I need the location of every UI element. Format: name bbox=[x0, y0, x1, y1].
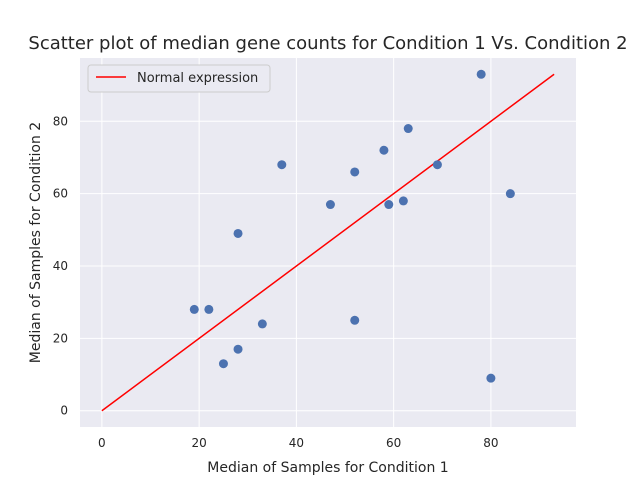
data-point bbox=[350, 315, 360, 325]
data-point bbox=[384, 200, 394, 210]
normal-expression-line bbox=[101, 73, 555, 412]
y-tick-label: 0 bbox=[60, 404, 68, 418]
legend-label-normal-expression: Normal expression bbox=[137, 71, 258, 86]
normal-expression-line-group bbox=[101, 73, 555, 412]
y-tick-label: 20 bbox=[53, 331, 68, 345]
tick-labels: 0 20 40 60 80 0 20 40 60 80 bbox=[53, 114, 499, 450]
legend-box bbox=[87, 64, 271, 93]
y-tick-label: 60 bbox=[53, 187, 68, 201]
data-point bbox=[379, 145, 389, 155]
data-points bbox=[189, 69, 515, 383]
chart-title: Scatter plot of median gene counts for C… bbox=[28, 33, 627, 54]
data-point bbox=[277, 160, 287, 170]
data-point bbox=[189, 304, 199, 314]
data-point bbox=[233, 344, 243, 354]
y-tick-label: 80 bbox=[53, 114, 68, 128]
data-point bbox=[233, 228, 243, 238]
data-point bbox=[486, 373, 496, 383]
data-point bbox=[257, 319, 267, 329]
data-point bbox=[403, 124, 413, 134]
data-point bbox=[505, 189, 515, 199]
legend: Normal expression bbox=[87, 64, 271, 93]
x-tick-label: 40 bbox=[289, 436, 304, 450]
data-point bbox=[432, 160, 442, 170]
data-point bbox=[218, 359, 228, 369]
data-point bbox=[398, 196, 408, 206]
y-axis-label: Median of Samples for Condition 2 bbox=[28, 122, 44, 363]
y-tick-label: 40 bbox=[53, 259, 68, 273]
grid-lines bbox=[80, 58, 576, 427]
data-point bbox=[476, 69, 486, 79]
data-point bbox=[325, 200, 335, 210]
x-tick-label: 80 bbox=[483, 436, 498, 450]
data-point bbox=[350, 167, 360, 177]
x-tick-label: 20 bbox=[191, 436, 206, 450]
x-tick-label: 0 bbox=[98, 436, 106, 450]
data-point bbox=[204, 304, 214, 314]
x-axis-label: Median of Samples for Condition 1 bbox=[207, 460, 448, 476]
x-tick-label: 60 bbox=[386, 436, 401, 450]
